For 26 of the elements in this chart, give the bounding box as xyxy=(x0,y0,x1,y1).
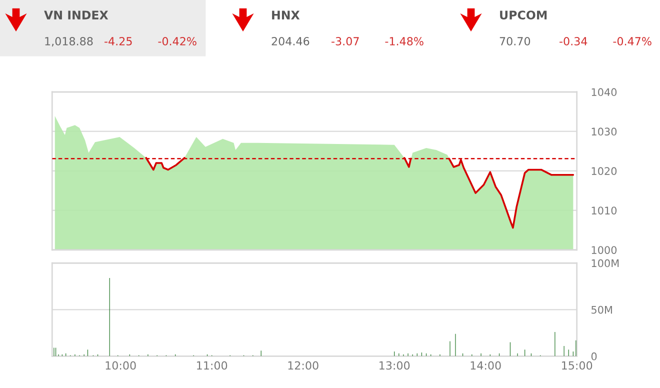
x-tick-label: 13:00 xyxy=(380,361,410,370)
x-tick-label: 15:00 xyxy=(562,361,592,370)
text: HNX xyxy=(272,10,300,20)
y-tick-label: 0 xyxy=(591,352,597,360)
text: -1.48% xyxy=(385,37,424,46)
y-tick-label: 50M xyxy=(592,306,612,314)
text: -4.25 xyxy=(104,37,132,46)
x-tick-label: 14:00 xyxy=(470,361,501,370)
y-tick-label: 1000 xyxy=(592,246,617,254)
text: 204.46 xyxy=(272,37,310,46)
y-tick-label: 1030 xyxy=(592,128,617,136)
text: 1,018.88 xyxy=(45,37,93,47)
x-tick-label: 12:00 xyxy=(288,361,318,370)
text: VN INDEX xyxy=(44,10,108,20)
text: -3.07 xyxy=(332,37,359,46)
text: -0.42% xyxy=(158,37,196,46)
text: UPCOM xyxy=(500,10,547,20)
x-tick-label: 10:00 xyxy=(106,361,136,370)
text: -0.34 xyxy=(560,37,588,46)
y-tick-label: 1020 xyxy=(592,167,617,176)
text: 70.70 xyxy=(500,37,530,46)
text: -0.47% xyxy=(613,37,652,46)
y-tick-label: 1010 xyxy=(592,206,617,214)
x-tick-label: 11:00 xyxy=(197,361,228,370)
y-tick-label: 100M xyxy=(592,259,619,268)
y-tick-label: 1040 xyxy=(592,88,617,96)
